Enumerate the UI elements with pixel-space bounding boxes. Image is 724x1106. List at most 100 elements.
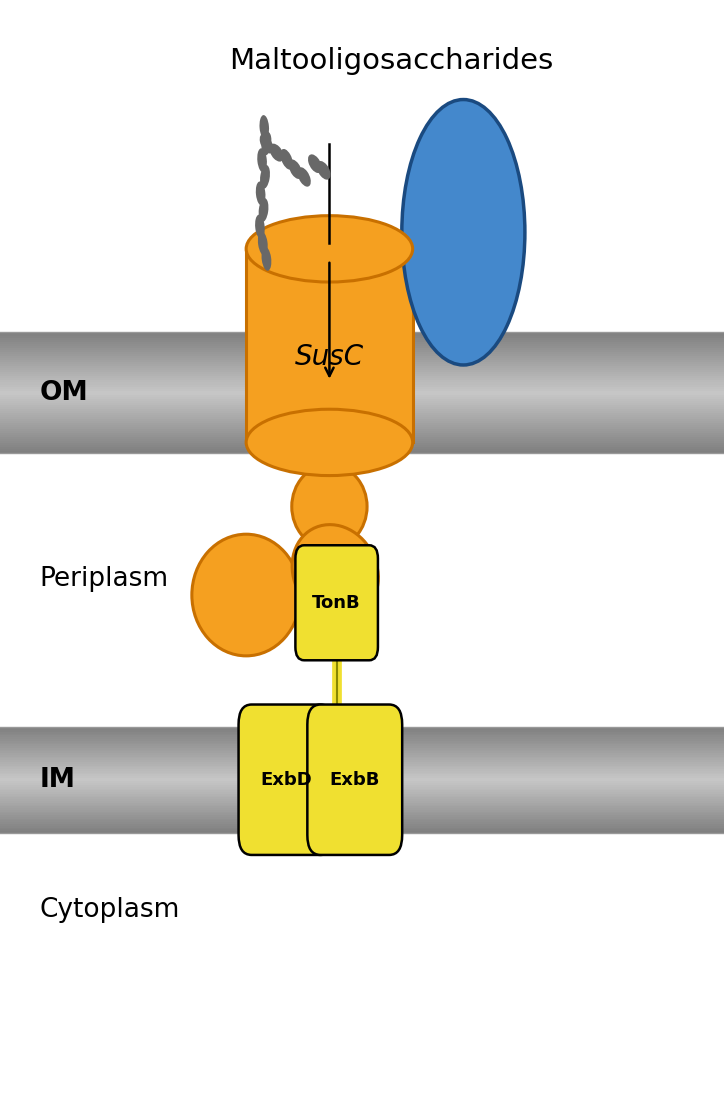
Bar: [0, 785, 724, 786]
Bar: [0, 759, 724, 760]
Bar: [0, 378, 724, 380]
Bar: [0, 441, 724, 444]
Bar: [0, 765, 724, 768]
Bar: [0, 738, 724, 739]
Bar: [0, 822, 724, 824]
Bar: [0, 773, 724, 774]
Bar: [0, 757, 724, 759]
Bar: [0, 789, 724, 791]
Bar: [246, 249, 413, 442]
Bar: [0, 361, 724, 362]
Bar: [0, 826, 724, 827]
Bar: [0, 739, 724, 741]
Text: Maltooligosaccharides: Maltooligosaccharides: [229, 46, 553, 75]
Ellipse shape: [256, 181, 266, 206]
Bar: [0, 753, 724, 755]
Bar: [0, 352, 724, 354]
Bar: [0, 742, 724, 744]
Bar: [0, 810, 724, 812]
Bar: [0, 813, 724, 815]
Bar: [0, 415, 724, 417]
Ellipse shape: [192, 534, 300, 656]
Text: TonB: TonB: [312, 594, 361, 612]
Bar: [0, 768, 724, 769]
Ellipse shape: [402, 100, 525, 365]
Text: SusC: SusC: [295, 343, 364, 371]
Bar: [0, 797, 724, 800]
Bar: [0, 747, 724, 748]
Text: ExbD: ExbD: [260, 771, 312, 789]
Bar: [0, 403, 724, 405]
Bar: [0, 388, 724, 390]
Ellipse shape: [246, 409, 413, 476]
Bar: [0, 399, 724, 400]
Text: IM: IM: [40, 766, 76, 793]
Ellipse shape: [260, 134, 273, 154]
Bar: [0, 817, 724, 818]
Bar: [0, 346, 724, 348]
Bar: [0, 413, 724, 415]
Bar: [0, 760, 724, 762]
Bar: [0, 349, 724, 352]
Bar: [0, 348, 724, 349]
Bar: [0, 735, 724, 738]
Ellipse shape: [255, 215, 265, 239]
Bar: [0, 332, 724, 334]
Ellipse shape: [261, 247, 272, 271]
FancyBboxPatch shape: [307, 705, 403, 855]
Bar: [0, 732, 724, 733]
Bar: [0, 778, 724, 780]
Bar: [0, 427, 724, 429]
Bar: [0, 373, 724, 374]
Bar: [0, 830, 724, 831]
Bar: [0, 448, 724, 449]
Ellipse shape: [260, 165, 270, 189]
Bar: [0, 821, 724, 822]
Text: ExbB: ExbB: [329, 771, 380, 789]
Bar: [0, 774, 724, 776]
Bar: [0, 831, 724, 833]
Bar: [0, 780, 724, 782]
Bar: [0, 755, 724, 757]
Bar: [0, 812, 724, 813]
Ellipse shape: [292, 524, 379, 619]
Ellipse shape: [289, 159, 302, 179]
Bar: [0, 729, 724, 730]
Bar: [0, 362, 724, 364]
Bar: [0, 368, 724, 371]
Bar: [0, 434, 724, 436]
FancyBboxPatch shape: [239, 705, 333, 855]
Bar: [0, 824, 724, 826]
Bar: [0, 407, 724, 409]
Bar: [0, 818, 724, 821]
Bar: [0, 400, 724, 403]
Bar: [0, 356, 724, 358]
Bar: [0, 750, 724, 751]
Bar: [0, 358, 724, 361]
Bar: [0, 364, 724, 366]
Bar: [0, 748, 724, 750]
Bar: [0, 435, 724, 437]
Bar: [0, 421, 724, 424]
Bar: [0, 366, 724, 368]
Bar: [0, 419, 724, 421]
Bar: [0, 791, 724, 792]
Ellipse shape: [280, 149, 293, 169]
Text: OM: OM: [40, 379, 88, 406]
Bar: [0, 733, 724, 735]
Bar: [0, 762, 724, 764]
Ellipse shape: [258, 231, 268, 255]
Bar: [0, 417, 724, 419]
Bar: [0, 783, 724, 785]
Bar: [0, 376, 724, 378]
Bar: [0, 449, 724, 451]
Ellipse shape: [269, 144, 284, 161]
Ellipse shape: [257, 148, 267, 173]
Bar: [0, 751, 724, 753]
Bar: [0, 342, 724, 344]
Bar: [0, 744, 724, 747]
Bar: [0, 782, 724, 783]
Bar: [0, 337, 724, 340]
Bar: [0, 410, 724, 413]
Bar: [0, 424, 724, 425]
